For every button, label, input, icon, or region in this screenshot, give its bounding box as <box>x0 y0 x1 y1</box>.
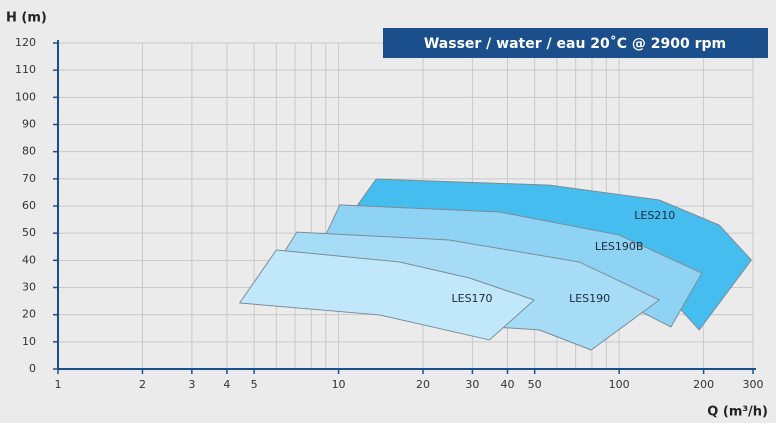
y-tick-label: 80 <box>22 145 36 158</box>
y-tick-label: 110 <box>15 63 36 76</box>
x-tick-label: 4 <box>223 378 230 391</box>
y-tick-label: 60 <box>22 199 36 212</box>
x-tick-label: 40 <box>500 378 514 391</box>
x-tick-label: 3 <box>188 378 195 391</box>
y-tick-label: 90 <box>22 118 36 131</box>
pump-curve-area <box>239 249 535 341</box>
y-tick-label: 120 <box>15 36 36 49</box>
y-tick-label: 50 <box>22 226 36 239</box>
x-tick-label: 2 <box>139 378 146 391</box>
series-label: LES170 <box>451 292 492 305</box>
y-tick-label: 10 <box>22 335 36 348</box>
title-banner <box>383 28 768 58</box>
x-tick-label: 200 <box>693 378 714 391</box>
x-axis-label: Q (m³/h) <box>707 405 768 420</box>
x-tick-label: 100 <box>609 378 630 391</box>
x-tick-label: 1 <box>55 378 62 391</box>
y-tick-label: 40 <box>22 253 36 266</box>
chart-title: Wasser / water / eau 20˚C @ 2900 rpm <box>424 35 726 52</box>
y-tick-label: 20 <box>22 308 36 321</box>
y-tick-label: 100 <box>15 90 36 103</box>
x-tick-label: 20 <box>416 378 430 391</box>
y-tick-label: 0 <box>29 362 36 375</box>
y-axis-label: H (m) <box>6 11 47 26</box>
y-tick-label: 70 <box>22 172 36 185</box>
series-label: LES210 <box>634 209 675 222</box>
x-tick-label: 5 <box>251 378 258 391</box>
x-tick-label: 300 <box>743 378 764 391</box>
x-tick-label: 30 <box>465 378 479 391</box>
x-tick-label: 10 <box>332 378 346 391</box>
series-label: LES190 <box>569 292 610 305</box>
y-tick-label: 30 <box>22 281 36 294</box>
x-tick-label: 50 <box>528 378 542 391</box>
series-label: LES190B <box>595 240 644 253</box>
